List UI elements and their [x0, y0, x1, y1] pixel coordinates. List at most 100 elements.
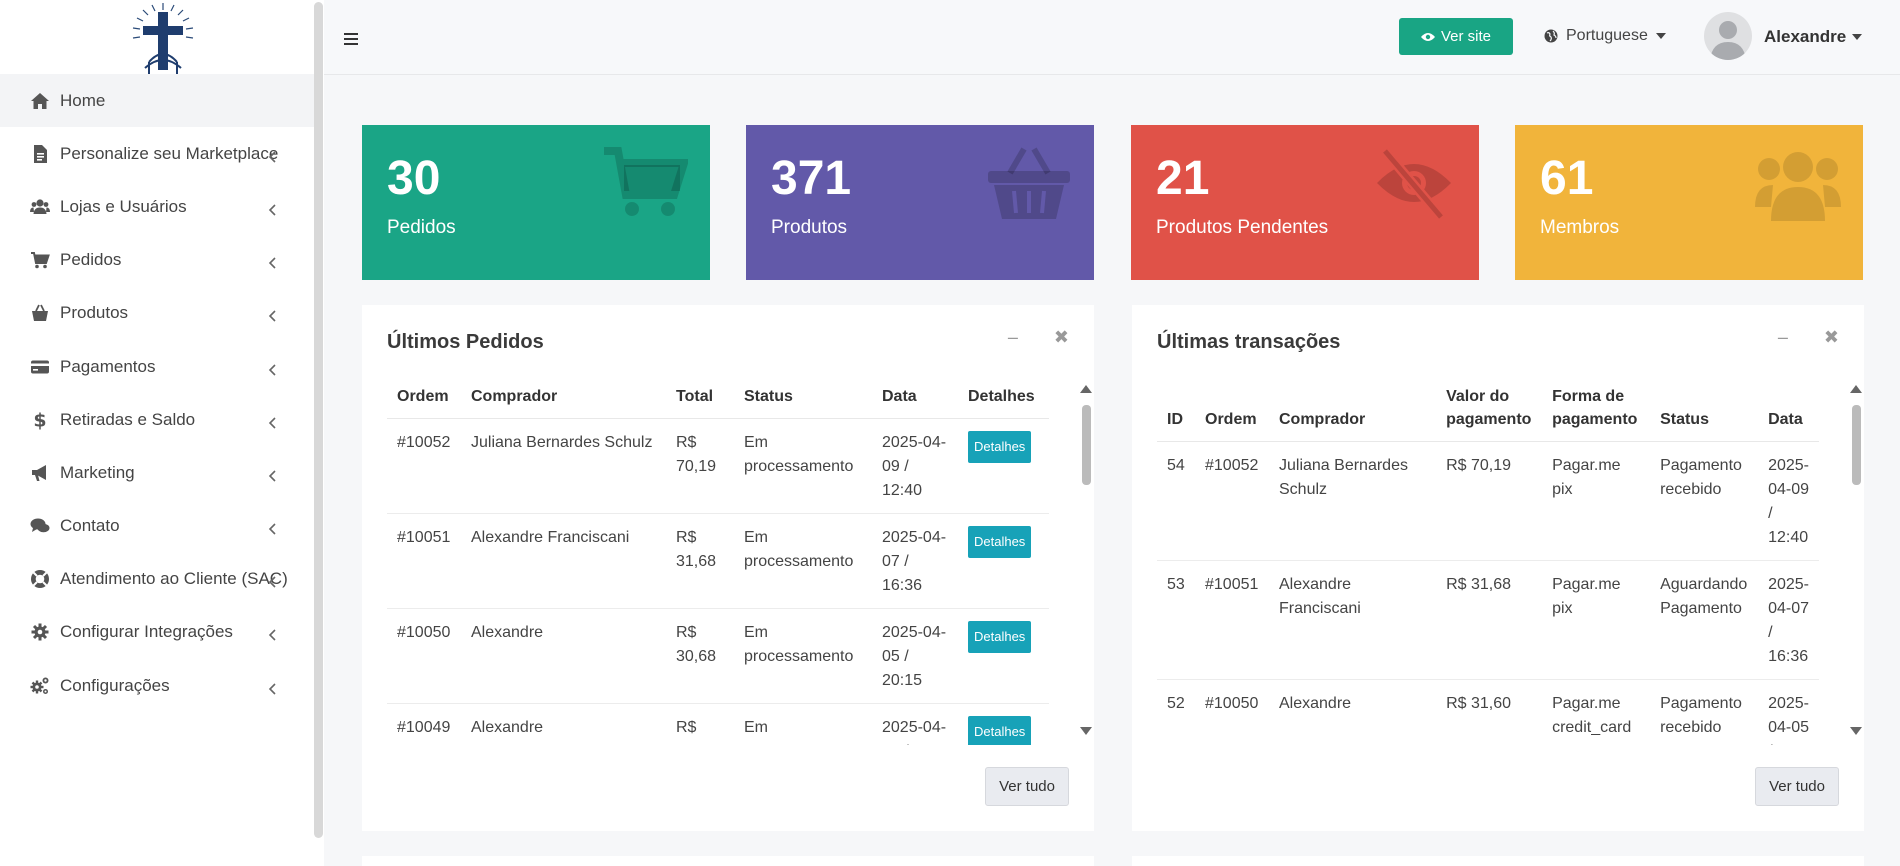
minimize-icon[interactable]: –: [1007, 327, 1018, 347]
chevron-left-icon: [268, 467, 278, 482]
table-row[interactable]: #10050 Alexandre R$ 30,68 Em processamento 2…: [387, 608, 1049, 704]
view-site-button[interactable]: Ver site: [1399, 18, 1513, 55]
scroll-up-icon[interactable]: [1850, 385, 1862, 393]
stat-value: 61: [1540, 152, 1594, 205]
column-header: Ordem: [1195, 375, 1269, 442]
cell-status: Pagamento recebido: [1650, 441, 1759, 561]
sidebar-item-retiradas-e-saldo[interactable]: $ Retiradas e Saldo: [0, 393, 314, 446]
sidebar-item-lojas-e-usuarios[interactable]: Lojas e Usuários: [0, 180, 314, 233]
scroll-thumb[interactable]: [1852, 405, 1861, 485]
panel-title: Últimos Pedidos: [387, 331, 544, 353]
scroll-up-icon[interactable]: [1080, 385, 1092, 393]
table-row[interactable]: 54 #10052 Juliana Bernardes Schulz R$ 70,19…: [1157, 441, 1819, 561]
minimize-icon[interactable]: –: [1777, 327, 1788, 347]
transactions-table-container[interactable]: ID Ordem Comprador Valor do pagamento Forma …: [1157, 375, 1819, 745]
stat-label: Produtos Pendentes: [1156, 217, 1329, 238]
details-button[interactable]: Detalhes: [968, 716, 1032, 745]
table-row[interactable]: 52 #10050 Alexandre R$ 31,60 Pagar.me credit…: [1157, 679, 1819, 745]
stat-card-produtos-pendentes[interactable]: 21 Produtos Pendentes: [1131, 125, 1479, 280]
cell-comprador: Juliana Bernardes Schulz: [1269, 441, 1437, 561]
cell-detalhes: Detalhes: [958, 608, 1049, 704]
user-avatar-icon: [1710, 21, 1746, 60]
megaphone-icon: [30, 463, 50, 483]
stat-card-pedidos[interactable]: 30 Pedidos: [362, 125, 710, 280]
sidebar-item-pedidos[interactable]: Pedidos: [0, 234, 314, 287]
cell-valor: R$ 31,60: [1436, 679, 1543, 745]
transactions-scrollbar[interactable]: [1850, 385, 1862, 735]
transactions-table: ID Ordem Comprador Valor do pagamento Forma …: [1157, 375, 1819, 745]
table-row[interactable]: #10051 Alexandre Franciscani R$ 31,68 Em pr…: [387, 513, 1049, 609]
orders-scrollbar[interactable]: [1080, 385, 1092, 735]
view-all-orders-button[interactable]: Ver tudo: [985, 767, 1069, 806]
home-icon: [30, 91, 50, 111]
scroll-down-icon[interactable]: [1850, 727, 1862, 735]
avatar[interactable]: [1704, 12, 1752, 60]
user-name: Alexandre: [1764, 27, 1847, 46]
chevron-left-icon: [268, 573, 278, 588]
column-header: Status: [734, 375, 872, 419]
dollar-icon: $: [30, 410, 50, 430]
cell-ordem: #10052: [1195, 441, 1269, 561]
sidebar-item-label: Produtos: [60, 303, 129, 323]
sidebar-item-atendimento-ao-cliente-sac[interactable]: Atendimento ao Cliente (SAC): [0, 553, 314, 606]
cell-detalhes: Detalhes: [958, 513, 1049, 609]
sidebar-item-contato[interactable]: Contato: [0, 500, 314, 553]
cell-total: R$ 54,14: [666, 703, 734, 745]
close-icon[interactable]: ✖: [1053, 327, 1069, 347]
scroll-down-icon[interactable]: [1080, 727, 1092, 735]
sidebar-item-label: Home: [60, 90, 106, 110]
sidebar-item-marketing[interactable]: Marketing: [0, 446, 314, 499]
cell-data: 2025-04-09 / 12:40: [1758, 441, 1819, 561]
cell-ordem: #10050: [1195, 679, 1269, 745]
cell-ordem: #10049: [387, 703, 461, 745]
sidebar: Home Personalize seu Marketplace Lojas e U…: [0, 0, 324, 866]
basket-icon: [30, 303, 50, 323]
close-icon[interactable]: ✖: [1823, 327, 1839, 347]
sidebar-item-home[interactable]: Home: [0, 74, 314, 128]
cell-ordem: #10052: [387, 418, 461, 514]
sidebar-item-personalize-seu-marketplace[interactable]: Personalize seu Marketplace: [0, 127, 314, 180]
cell-data: 2025-04-09 / 12:40: [872, 418, 958, 514]
orders-table-container[interactable]: Ordem Comprador Total Status Data Detalhes #1…: [387, 375, 1049, 745]
cell-status: Em processamento: [734, 703, 872, 745]
language-selector[interactable]: Portuguese: [1544, 27, 1666, 45]
menu-toggle-icon[interactable]: [344, 32, 358, 45]
panel-tools: – ✖: [1008, 327, 1069, 348]
eye-slash-icon: [1371, 145, 1457, 221]
details-button[interactable]: Detalhes: [968, 621, 1032, 653]
column-header: Status: [1650, 375, 1759, 442]
panel-tools: – ✖: [1778, 327, 1839, 348]
users-icon: [30, 197, 50, 217]
details-button[interactable]: Detalhes: [968, 431, 1032, 463]
sidebar-item-produtos[interactable]: Produtos: [0, 287, 314, 340]
scroll-thumb[interactable]: [1082, 405, 1091, 485]
column-header: ID: [1157, 375, 1195, 442]
cell-id: 54: [1157, 441, 1195, 561]
logo[interactable]: [125, 2, 201, 76]
sidebar-scrollbar[interactable]: [314, 2, 323, 838]
view-all-transactions-button[interactable]: Ver tudo: [1755, 767, 1839, 806]
sidebar-item-label: Retiradas e Saldo: [60, 409, 196, 429]
table-row[interactable]: #10052 Juliana Bernardes Schulz R$ 70,19 Em…: [387, 418, 1049, 514]
document-icon: [30, 144, 50, 164]
sidebar-item-pagamentos[interactable]: Pagamentos: [0, 340, 314, 393]
globe-icon: [1544, 29, 1558, 43]
chevron-left-icon: [268, 307, 278, 322]
user-menu[interactable]: Alexandre: [1764, 27, 1863, 47]
sidebar-item-configuracoes[interactable]: Configurações: [0, 659, 314, 712]
details-button[interactable]: Detalhes: [968, 526, 1032, 558]
stat-card-membros[interactable]: 61 Membros: [1515, 125, 1863, 280]
cart-icon: [30, 250, 50, 270]
chevron-left-icon: [268, 148, 278, 163]
cell-comprador: Alexandre: [461, 703, 666, 745]
cell-status: Pagamento recebido: [1650, 679, 1759, 745]
topbar: Ver site Portuguese Alexandre: [324, 0, 1900, 75]
eye-icon: [1420, 32, 1435, 41]
stat-card-produtos[interactable]: 371 Produtos: [746, 125, 1094, 280]
cell-comprador: Juliana Bernardes Schulz: [461, 418, 666, 514]
stat-label: Produtos: [771, 217, 848, 238]
stat-label: Membros: [1540, 217, 1620, 238]
table-row[interactable]: 53 #10051 Alexandre Franciscani R$ 31,68 Pag…: [1157, 560, 1819, 680]
sidebar-item-configurar-integracoes[interactable]: Configurar Integrações: [0, 606, 314, 659]
